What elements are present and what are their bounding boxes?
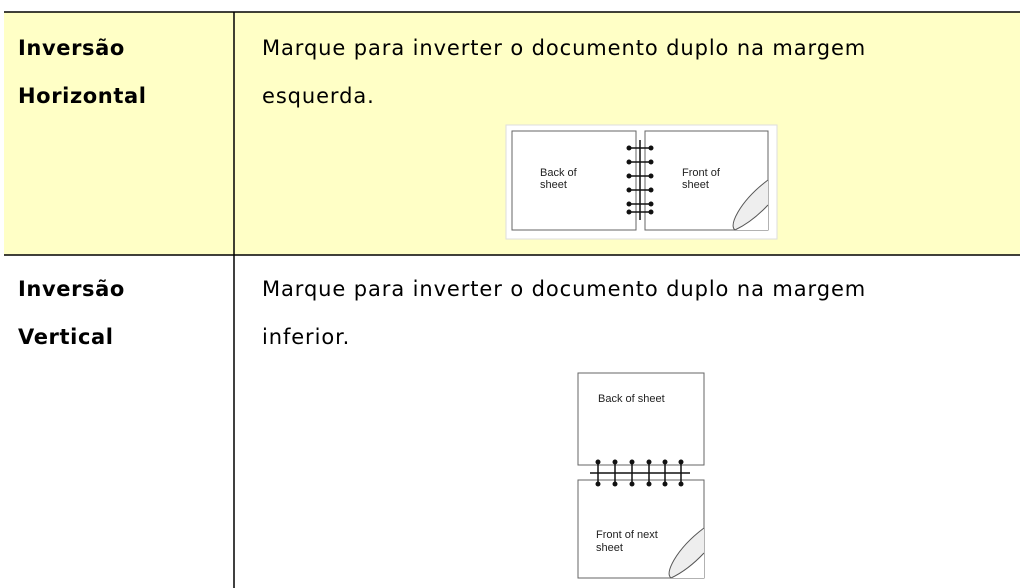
row-label: Horizontal [18, 84, 147, 108]
description: Marque para inverter o documento duplo n… [262, 277, 866, 301]
figure-text: sheet [540, 179, 567, 191]
description: esquerda. [262, 84, 375, 108]
figure-text: Back of [540, 167, 578, 179]
figure-text: sheet [682, 179, 709, 191]
figure-text: Front of next [596, 529, 658, 541]
description: Marque para inverter o documento duplo n… [262, 36, 866, 60]
figure-text: sheet [596, 542, 623, 554]
row-label: Inversão [18, 36, 125, 60]
row-label: Vertical [18, 325, 114, 349]
figure-text: Back of sheet [598, 393, 665, 405]
figure-horizontal: Back of sheet Front of sheet [505, 124, 778, 240]
figure-vertical: Back of sheet Front of next sheet [577, 372, 705, 579]
figure-text: Front of [682, 167, 721, 179]
description: inferior. [262, 325, 350, 349]
row-label: Inversão [18, 277, 125, 301]
